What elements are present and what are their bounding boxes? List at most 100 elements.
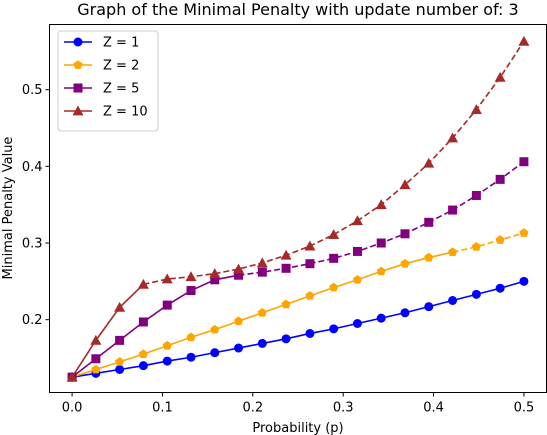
data-point xyxy=(352,275,363,284)
legend-item: Z = 5 xyxy=(64,82,139,97)
data-point xyxy=(448,296,458,305)
series-line-solid xyxy=(71,283,144,378)
x-tick-label: 0.1 xyxy=(152,401,173,416)
data-point xyxy=(352,246,362,256)
data-point xyxy=(138,361,148,371)
data-point xyxy=(329,253,339,263)
data-point xyxy=(495,174,505,184)
data-point xyxy=(305,328,315,338)
data-point xyxy=(138,317,148,327)
y-tick-label: 0.2 xyxy=(22,313,43,328)
data-point xyxy=(519,228,529,237)
y-axis-label: Minimal Penalty Value xyxy=(1,137,16,280)
data-point xyxy=(471,242,481,251)
data-point xyxy=(400,229,410,239)
data-point xyxy=(375,199,387,210)
data-point xyxy=(210,275,220,285)
series-line-dashed xyxy=(452,232,525,253)
data-point xyxy=(471,190,481,200)
data-point xyxy=(495,283,505,293)
x-tick-label: 0.5 xyxy=(514,401,535,416)
data-point xyxy=(185,271,197,282)
data-point xyxy=(91,354,101,364)
data-point xyxy=(305,259,315,269)
data-point xyxy=(233,316,244,326)
data-point xyxy=(281,299,291,309)
series-line-dashed xyxy=(143,40,525,286)
data-point xyxy=(351,215,363,226)
data-point xyxy=(257,338,267,348)
y-tick-label: 0.5 xyxy=(22,83,43,98)
data-point xyxy=(328,229,340,239)
legend-item: Z = 10 xyxy=(64,105,148,120)
data-point xyxy=(447,132,459,143)
data-point xyxy=(91,364,101,374)
chart-title: Graph of the Minimal Penalty with update… xyxy=(77,0,518,19)
y-tick-label: 0.4 xyxy=(22,160,43,175)
x-tick-label: 0.4 xyxy=(423,401,444,416)
legend-label: Z = 1 xyxy=(103,36,139,51)
data-point xyxy=(210,324,220,334)
data-point xyxy=(470,104,482,114)
data-point xyxy=(494,71,506,82)
x-axis-label: Probability (p) xyxy=(252,421,343,435)
data-point xyxy=(137,278,149,289)
y-tick-label: 0.3 xyxy=(22,237,43,252)
data-point xyxy=(210,348,220,358)
series-2 xyxy=(67,228,529,382)
x-tick-label: 0.2 xyxy=(242,401,263,416)
data-point xyxy=(519,157,529,167)
data-point xyxy=(280,249,292,260)
data-point xyxy=(329,282,339,292)
data-point xyxy=(495,235,505,244)
data-point xyxy=(376,313,386,323)
legend-item: Z = 2 xyxy=(64,59,139,74)
data-point xyxy=(281,263,291,273)
data-point xyxy=(257,267,267,277)
legend-item: Z = 1 xyxy=(64,36,139,51)
data-point xyxy=(471,289,481,299)
data-point xyxy=(114,301,126,312)
data-point xyxy=(66,371,78,382)
data-point xyxy=(424,302,434,312)
data-point xyxy=(304,240,316,251)
data-point xyxy=(423,157,435,168)
data-point xyxy=(186,286,196,296)
data-point xyxy=(161,273,173,284)
data-point xyxy=(162,356,172,366)
data-point xyxy=(424,217,434,227)
data-point xyxy=(400,308,410,318)
legend: Z = 1 Z = 2 Z = 5 Z = 10 xyxy=(57,30,159,132)
data-point xyxy=(162,300,172,310)
data-point xyxy=(448,205,458,215)
data-point xyxy=(233,263,245,274)
legend-marker xyxy=(73,37,83,47)
data-point xyxy=(518,35,530,46)
data-point xyxy=(448,247,458,257)
data-point xyxy=(400,258,410,268)
legend-label: Z = 10 xyxy=(103,105,148,120)
data-point xyxy=(257,307,267,317)
data-point xyxy=(376,266,386,276)
data-point xyxy=(305,291,315,300)
data-point xyxy=(115,335,125,345)
data-point xyxy=(115,365,125,374)
data-point xyxy=(399,179,411,190)
data-point xyxy=(162,340,172,350)
data-point xyxy=(234,343,244,353)
series-4 xyxy=(66,35,530,382)
data-point xyxy=(329,324,339,334)
data-point xyxy=(115,357,125,366)
plot-layer xyxy=(66,35,530,382)
legend-marker xyxy=(72,105,84,116)
legend-label: Z = 5 xyxy=(103,82,139,97)
ticks-layer: 0.0 0.1 0.2 0.3 0.4 0.5 0.2 0.3 0.4 0.5 xyxy=(22,83,534,415)
legend-marker xyxy=(73,83,83,93)
data-point xyxy=(424,252,434,262)
legend-label: Z = 2 xyxy=(103,59,139,74)
data-point xyxy=(90,334,102,345)
x-tick-label: 0.0 xyxy=(62,401,83,416)
data-point xyxy=(256,257,268,268)
data-point xyxy=(138,349,148,359)
